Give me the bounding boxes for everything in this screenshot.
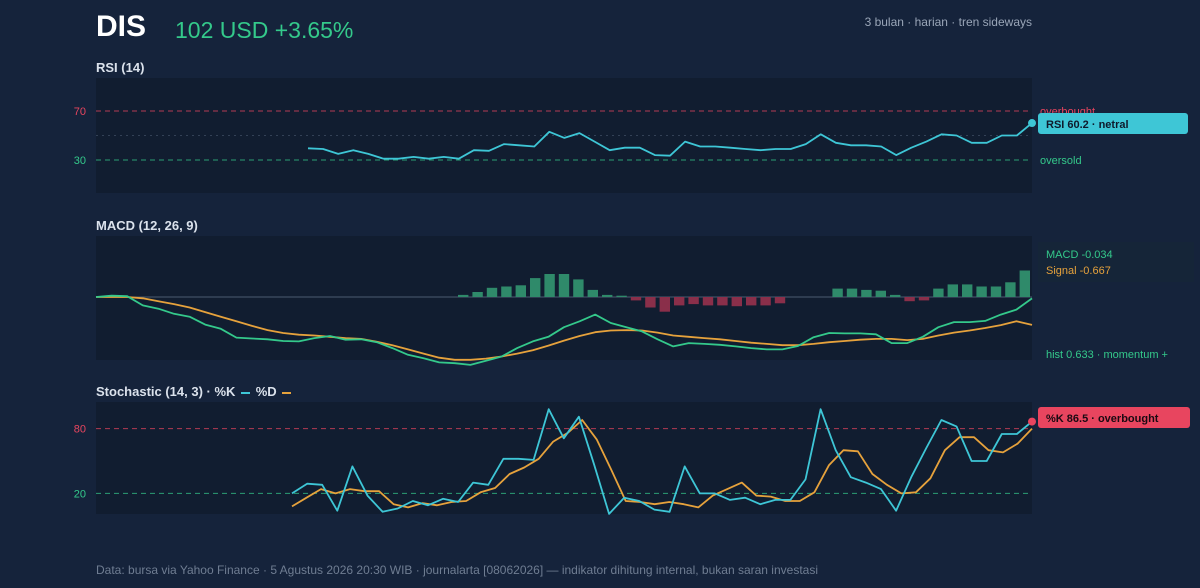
- macd-histogram-bar: [602, 294, 613, 297]
- price-value: 102 USD: [175, 17, 269, 43]
- macd-histogram-bar: [846, 288, 858, 297]
- macd-histogram-bar: [1019, 270, 1030, 297]
- macd-histogram-bar: [962, 284, 973, 297]
- rsi-ref-label: oversold: [1040, 155, 1082, 167]
- histogram-label: hist 0.633 · momentum +: [1046, 349, 1168, 361]
- legend-d-swatch: [282, 391, 292, 394]
- macd-legend-box: [1038, 242, 1194, 282]
- macd-histogram-bar: [918, 297, 930, 301]
- signal-line: [96, 296, 1033, 361]
- macd-histogram-bar: [630, 297, 642, 301]
- stochastic-title-text: Stochastic (14, 3) · %K: [96, 384, 236, 399]
- macd-histogram-bar: [904, 297, 915, 302]
- footer-source: Data: bursa via Yahoo Finance · 5 Agustu…: [96, 563, 818, 577]
- stochastic-tick-label: 80: [74, 424, 86, 436]
- macd-histogram-bar: [933, 288, 944, 297]
- macd-histogram-bar: [458, 294, 469, 297]
- macd-histogram-bar: [515, 285, 526, 297]
- macd-histogram-bar: [544, 274, 555, 297]
- macd-histogram-bar: [947, 284, 958, 297]
- stochastic-badge: %K 86.5 · overbought: [1038, 407, 1190, 428]
- macd-histogram-bar: [861, 289, 872, 297]
- price-change: +3.65%: [274, 17, 354, 43]
- macd-histogram-bar: [746, 297, 757, 306]
- legend-d-label: %D: [255, 384, 277, 399]
- macd-histogram-bar: [1005, 282, 1016, 297]
- signal-label: Signal -0.667: [1046, 265, 1111, 277]
- macd-histogram-bar: [717, 297, 728, 306]
- rsi-line: [307, 122, 1033, 160]
- macd-histogram-bar: [616, 295, 627, 297]
- macd-label: MACD -0.034: [1046, 249, 1113, 261]
- macd-histogram-bar: [890, 294, 901, 297]
- macd-histogram-bar: [875, 290, 886, 297]
- macd-histogram-bar: [976, 286, 987, 297]
- stochastic-d-line: [291, 419, 1033, 509]
- stochastic-badge-text: %K 86.5 · overbought: [1046, 413, 1159, 425]
- macd-histogram-bar: [501, 286, 512, 297]
- rsi-badge-text: RSI 60.2 · netral: [1046, 119, 1129, 131]
- stochastic-end-point: [1028, 417, 1036, 426]
- macd-histogram-bar: [760, 297, 771, 306]
- macd-histogram-bar: [774, 297, 786, 304]
- macd-histogram-bar: [659, 297, 670, 312]
- timeframe-info: 3 bulan · harian · tren sideways: [864, 15, 1032, 29]
- macd-histogram-bar: [573, 279, 584, 297]
- stochastic-panel: 80 20 %K 86.5 · overbought: [74, 402, 1190, 515]
- macd-histogram-bar: [990, 286, 1002, 297]
- rsi-panel-title: RSI (14): [96, 60, 145, 75]
- ticker-symbol: DIS: [96, 10, 147, 43]
- stochastic-tick-label: 20: [74, 488, 86, 500]
- macd-histogram-bar: [674, 297, 685, 306]
- macd-panel-title: MACD (12, 26, 9): [96, 218, 198, 233]
- macd-histogram-bar: [645, 297, 656, 308]
- rsi-end-point: [1028, 119, 1036, 128]
- macd-line: [95, 294, 1033, 366]
- macd-histogram-bar: [731, 297, 742, 307]
- price-quote: 102 USD +3.65%: [175, 17, 353, 44]
- macd-histogram-bar: [688, 297, 699, 305]
- macd-histogram-bar: [702, 297, 714, 306]
- rsi-tick-label: 70: [74, 106, 86, 118]
- macd-histogram-bar: [587, 289, 598, 297]
- macd-histogram-bar: [472, 292, 483, 297]
- rsi-tick-label: 30: [74, 155, 86, 167]
- macd-panel: MACD -0.034 Signal -0.667 hist 0.633 · m…: [95, 236, 1194, 366]
- macd-histogram-bar: [558, 274, 570, 297]
- legend-k-swatch: [241, 391, 251, 394]
- stochastic-panel-title: Stochastic (14, 3) · %K %D: [96, 384, 293, 399]
- stochastic-k-line: [291, 408, 1033, 515]
- rsi-badge: RSI 60.2 · netral: [1038, 113, 1188, 134]
- macd-histogram-bar: [832, 288, 843, 297]
- macd-histogram-bar: [486, 287, 498, 297]
- stochastic-plot-area: [96, 402, 1032, 514]
- macd-histogram-bar: [530, 278, 541, 297]
